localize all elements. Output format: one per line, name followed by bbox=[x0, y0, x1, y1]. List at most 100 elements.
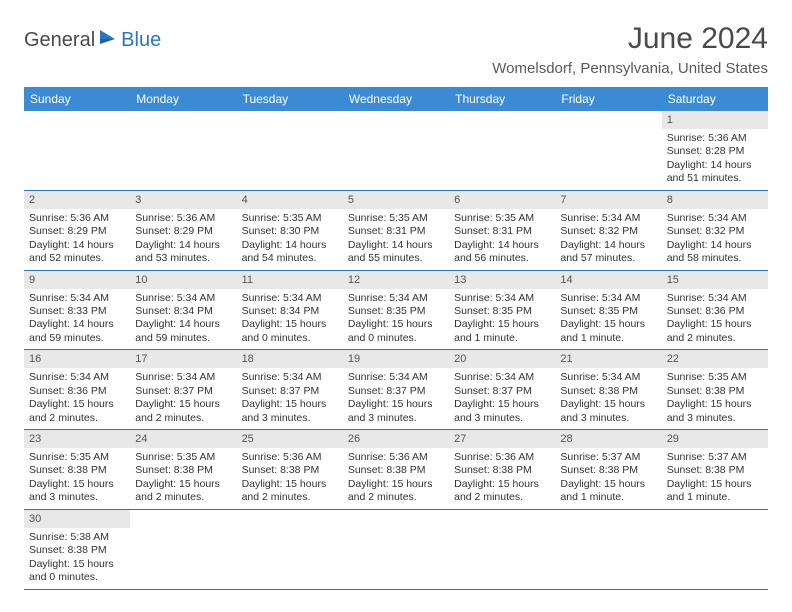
day-number: 27 bbox=[449, 430, 555, 448]
daylight-line: Daylight: 15 hours and 2 minutes. bbox=[667, 318, 763, 345]
daylight-line: Daylight: 15 hours and 2 minutes. bbox=[135, 398, 231, 425]
sunrise-line: Sunrise: 5:35 AM bbox=[135, 451, 231, 464]
sunset-line: Sunset: 8:38 PM bbox=[135, 464, 231, 477]
day-number: 17 bbox=[130, 350, 236, 368]
daylight-line: Daylight: 15 hours and 1 minute. bbox=[560, 478, 656, 505]
daylight-line: Daylight: 14 hours and 57 minutes. bbox=[560, 239, 656, 266]
calendar-cell: 25Sunrise: 5:36 AMSunset: 8:38 PMDayligh… bbox=[237, 430, 343, 510]
sunrise-line: Sunrise: 5:36 AM bbox=[29, 212, 125, 225]
calendar-row: 9Sunrise: 5:34 AMSunset: 8:33 PMDaylight… bbox=[24, 270, 768, 350]
sunset-line: Sunset: 8:37 PM bbox=[135, 385, 231, 398]
sunset-line: Sunset: 8:38 PM bbox=[454, 464, 550, 477]
day-details: Sunrise: 5:34 AMSunset: 8:35 PMDaylight:… bbox=[449, 289, 555, 350]
calendar-cell bbox=[555, 111, 661, 190]
calendar-cell bbox=[449, 111, 555, 190]
day-number: 3 bbox=[130, 191, 236, 209]
sunrise-line: Sunrise: 5:37 AM bbox=[560, 451, 656, 464]
sunset-line: Sunset: 8:28 PM bbox=[667, 145, 763, 158]
calendar-cell bbox=[343, 509, 449, 589]
day-details: Sunrise: 5:36 AMSunset: 8:29 PMDaylight:… bbox=[24, 209, 130, 270]
day-details: Sunrise: 5:34 AMSunset: 8:36 PMDaylight:… bbox=[662, 289, 768, 350]
daylight-line: Daylight: 15 hours and 0 minutes. bbox=[29, 558, 125, 585]
logo-text-a: General bbox=[24, 29, 95, 52]
day-details: Sunrise: 5:36 AMSunset: 8:28 PMDaylight:… bbox=[662, 129, 768, 190]
sunrise-line: Sunrise: 5:34 AM bbox=[135, 371, 231, 384]
day-details: Sunrise: 5:36 AMSunset: 8:38 PMDaylight:… bbox=[449, 448, 555, 509]
calendar-cell: 19Sunrise: 5:34 AMSunset: 8:37 PMDayligh… bbox=[343, 350, 449, 430]
sunset-line: Sunset: 8:35 PM bbox=[560, 305, 656, 318]
month-title: June 2024 bbox=[492, 22, 768, 56]
daylight-line: Daylight: 15 hours and 3 minutes. bbox=[560, 398, 656, 425]
sunset-line: Sunset: 8:29 PM bbox=[29, 225, 125, 238]
daylight-line: Daylight: 15 hours and 0 minutes. bbox=[348, 318, 444, 345]
daylight-line: Daylight: 15 hours and 1 minute. bbox=[454, 318, 550, 345]
day-number: 1 bbox=[662, 111, 768, 129]
day-number: 11 bbox=[237, 271, 343, 289]
day-number: 6 bbox=[449, 191, 555, 209]
day-number: 24 bbox=[130, 430, 236, 448]
day-number: 29 bbox=[662, 430, 768, 448]
day-number: 23 bbox=[24, 430, 130, 448]
calendar-row: 1Sunrise: 5:36 AMSunset: 8:28 PMDaylight… bbox=[24, 111, 768, 190]
day-number: 30 bbox=[24, 510, 130, 528]
daylight-line: Daylight: 15 hours and 3 minutes. bbox=[454, 398, 550, 425]
day-number: 5 bbox=[343, 191, 449, 209]
sunset-line: Sunset: 8:32 PM bbox=[560, 225, 656, 238]
calendar-cell bbox=[237, 509, 343, 589]
day-details: Sunrise: 5:34 AMSunset: 8:32 PMDaylight:… bbox=[662, 209, 768, 270]
sunset-line: Sunset: 8:38 PM bbox=[560, 385, 656, 398]
calendar-cell: 23Sunrise: 5:35 AMSunset: 8:38 PMDayligh… bbox=[24, 430, 130, 510]
calendar-cell: 2Sunrise: 5:36 AMSunset: 8:29 PMDaylight… bbox=[24, 190, 130, 270]
day-details: Sunrise: 5:34 AMSunset: 8:38 PMDaylight:… bbox=[555, 368, 661, 429]
day-details: Sunrise: 5:34 AMSunset: 8:36 PMDaylight:… bbox=[24, 368, 130, 429]
sunset-line: Sunset: 8:38 PM bbox=[348, 464, 444, 477]
day-number: 26 bbox=[343, 430, 449, 448]
calendar-header-saturday: Saturday bbox=[662, 87, 768, 111]
day-details: Sunrise: 5:36 AMSunset: 8:38 PMDaylight:… bbox=[237, 448, 343, 509]
sunrise-line: Sunrise: 5:35 AM bbox=[242, 212, 338, 225]
day-details: Sunrise: 5:35 AMSunset: 8:31 PMDaylight:… bbox=[449, 209, 555, 270]
sunrise-line: Sunrise: 5:34 AM bbox=[454, 371, 550, 384]
calendar-cell: 1Sunrise: 5:36 AMSunset: 8:28 PMDaylight… bbox=[662, 111, 768, 190]
sunrise-line: Sunrise: 5:34 AM bbox=[560, 212, 656, 225]
day-number: 19 bbox=[343, 350, 449, 368]
daylight-line: Daylight: 15 hours and 2 minutes. bbox=[348, 478, 444, 505]
daylight-line: Daylight: 14 hours and 59 minutes. bbox=[135, 318, 231, 345]
day-number: 22 bbox=[662, 350, 768, 368]
calendar-row: 30Sunrise: 5:38 AMSunset: 8:38 PMDayligh… bbox=[24, 509, 768, 589]
day-details: Sunrise: 5:34 AMSunset: 8:32 PMDaylight:… bbox=[555, 209, 661, 270]
daylight-line: Daylight: 15 hours and 1 minute. bbox=[667, 478, 763, 505]
sunset-line: Sunset: 8:38 PM bbox=[667, 385, 763, 398]
day-number: 18 bbox=[237, 350, 343, 368]
daylight-line: Daylight: 14 hours and 51 minutes. bbox=[667, 159, 763, 186]
calendar-cell: 8Sunrise: 5:34 AMSunset: 8:32 PMDaylight… bbox=[662, 190, 768, 270]
day-details: Sunrise: 5:37 AMSunset: 8:38 PMDaylight:… bbox=[662, 448, 768, 509]
calendar-cell bbox=[24, 111, 130, 190]
day-number: 28 bbox=[555, 430, 661, 448]
daylight-line: Daylight: 14 hours and 56 minutes. bbox=[454, 239, 550, 266]
sunset-line: Sunset: 8:30 PM bbox=[242, 225, 338, 238]
sunset-line: Sunset: 8:37 PM bbox=[348, 385, 444, 398]
calendar-header-row: SundayMondayTuesdayWednesdayThursdayFrid… bbox=[24, 87, 768, 111]
sunset-line: Sunset: 8:36 PM bbox=[667, 305, 763, 318]
calendar-row: 2Sunrise: 5:36 AMSunset: 8:29 PMDaylight… bbox=[24, 190, 768, 270]
day-details: Sunrise: 5:34 AMSunset: 8:34 PMDaylight:… bbox=[130, 289, 236, 350]
sunset-line: Sunset: 8:34 PM bbox=[242, 305, 338, 318]
calendar-cell: 9Sunrise: 5:34 AMSunset: 8:33 PMDaylight… bbox=[24, 270, 130, 350]
calendar-cell: 26Sunrise: 5:36 AMSunset: 8:38 PMDayligh… bbox=[343, 430, 449, 510]
calendar-cell: 3Sunrise: 5:36 AMSunset: 8:29 PMDaylight… bbox=[130, 190, 236, 270]
sunrise-line: Sunrise: 5:35 AM bbox=[667, 371, 763, 384]
logo-text-b: Blue bbox=[121, 29, 161, 52]
calendar-cell: 22Sunrise: 5:35 AMSunset: 8:38 PMDayligh… bbox=[662, 350, 768, 430]
calendar-cell: 6Sunrise: 5:35 AMSunset: 8:31 PMDaylight… bbox=[449, 190, 555, 270]
day-details: Sunrise: 5:35 AMSunset: 8:38 PMDaylight:… bbox=[662, 368, 768, 429]
daylight-line: Daylight: 15 hours and 2 minutes. bbox=[242, 478, 338, 505]
sunrise-line: Sunrise: 5:34 AM bbox=[242, 292, 338, 305]
daylight-line: Daylight: 15 hours and 2 minutes. bbox=[29, 398, 125, 425]
sunrise-line: Sunrise: 5:35 AM bbox=[348, 212, 444, 225]
sunset-line: Sunset: 8:36 PM bbox=[29, 385, 125, 398]
day-number: 13 bbox=[449, 271, 555, 289]
day-number: 8 bbox=[662, 191, 768, 209]
sunset-line: Sunset: 8:34 PM bbox=[135, 305, 231, 318]
day-details: Sunrise: 5:35 AMSunset: 8:30 PMDaylight:… bbox=[237, 209, 343, 270]
